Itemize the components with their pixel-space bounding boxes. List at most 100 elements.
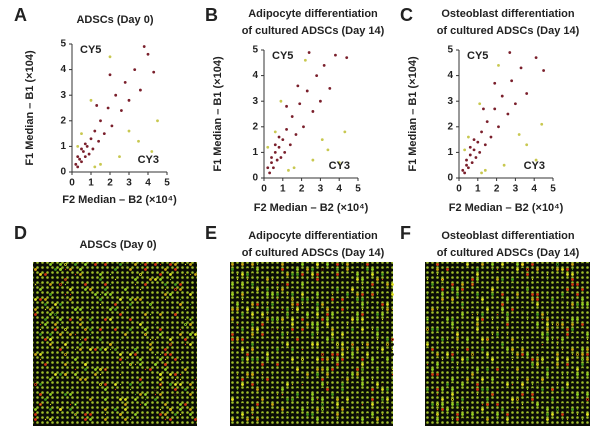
spot [331, 268, 334, 271]
spot [521, 393, 524, 396]
spot [571, 263, 574, 266]
spot [79, 343, 82, 346]
spot [241, 398, 244, 401]
spot [184, 368, 187, 371]
spot [361, 403, 364, 406]
spot [256, 418, 259, 421]
spot [134, 303, 137, 306]
point [287, 168, 290, 172]
spot [49, 393, 52, 396]
spot [496, 338, 499, 341]
spot [276, 348, 279, 351]
spot [286, 358, 289, 361]
spot [74, 333, 77, 336]
spot [436, 363, 439, 366]
spot [386, 303, 389, 306]
spot [44, 303, 47, 306]
spot [94, 268, 97, 271]
spot [581, 288, 584, 291]
spot [44, 363, 47, 366]
spot [561, 388, 564, 391]
spot [169, 343, 172, 346]
spot [341, 353, 344, 356]
spot [541, 283, 544, 286]
spot [571, 328, 574, 331]
spot [471, 373, 474, 376]
spot [34, 393, 37, 396]
spot [491, 278, 494, 281]
spot [486, 388, 489, 391]
spot [316, 343, 319, 346]
spot [531, 338, 534, 341]
point [80, 160, 83, 164]
spot [386, 383, 389, 386]
panel-title: Adipocyte differentiation [248, 8, 378, 20]
spot [139, 383, 142, 386]
spot [486, 298, 489, 301]
spot [491, 378, 494, 381]
spot [276, 333, 279, 336]
spot [306, 403, 309, 406]
spot [256, 358, 259, 361]
spot [351, 283, 354, 286]
spot [256, 268, 259, 271]
spot [59, 333, 62, 336]
spot [144, 268, 147, 271]
point [76, 165, 80, 169]
spot [39, 358, 42, 361]
spot [496, 263, 499, 266]
spot [276, 288, 279, 291]
spot [426, 363, 429, 366]
spot [154, 263, 157, 266]
point [273, 130, 277, 134]
spot [134, 378, 137, 381]
spot [371, 303, 374, 306]
spot [336, 263, 339, 266]
spot [361, 363, 364, 366]
spot [521, 308, 524, 311]
spot [256, 383, 259, 386]
spot [496, 278, 499, 281]
spot [286, 283, 289, 286]
y-tick-label: 3 [252, 96, 258, 107]
spot [381, 368, 384, 371]
spot [321, 303, 324, 306]
spot [59, 373, 62, 376]
spot [69, 408, 72, 411]
spot [496, 363, 499, 366]
spot [246, 278, 249, 281]
spot [346, 373, 349, 376]
spot [516, 303, 519, 306]
spot [169, 263, 172, 266]
spot [571, 323, 574, 326]
point [307, 51, 311, 54]
spot [536, 328, 539, 331]
point [82, 150, 85, 153]
spot [541, 388, 544, 391]
spot [286, 383, 289, 386]
spot [466, 378, 469, 381]
spot [154, 303, 157, 306]
spot [516, 368, 519, 371]
spot [104, 293, 107, 296]
spot [516, 268, 519, 271]
spot [451, 323, 454, 326]
spot [139, 333, 142, 336]
spot [236, 358, 239, 361]
spot [436, 388, 439, 391]
spot [536, 323, 539, 326]
point [311, 110, 315, 113]
spot [74, 283, 77, 286]
spot [39, 328, 42, 331]
point [120, 109, 123, 112]
spot [511, 263, 514, 266]
spot [491, 263, 494, 266]
spot [566, 293, 569, 296]
point [296, 84, 300, 88]
spot [361, 418, 364, 421]
spot [431, 323, 434, 326]
spot [301, 358, 304, 361]
point [270, 156, 273, 159]
spot [346, 263, 349, 266]
point [273, 143, 277, 147]
